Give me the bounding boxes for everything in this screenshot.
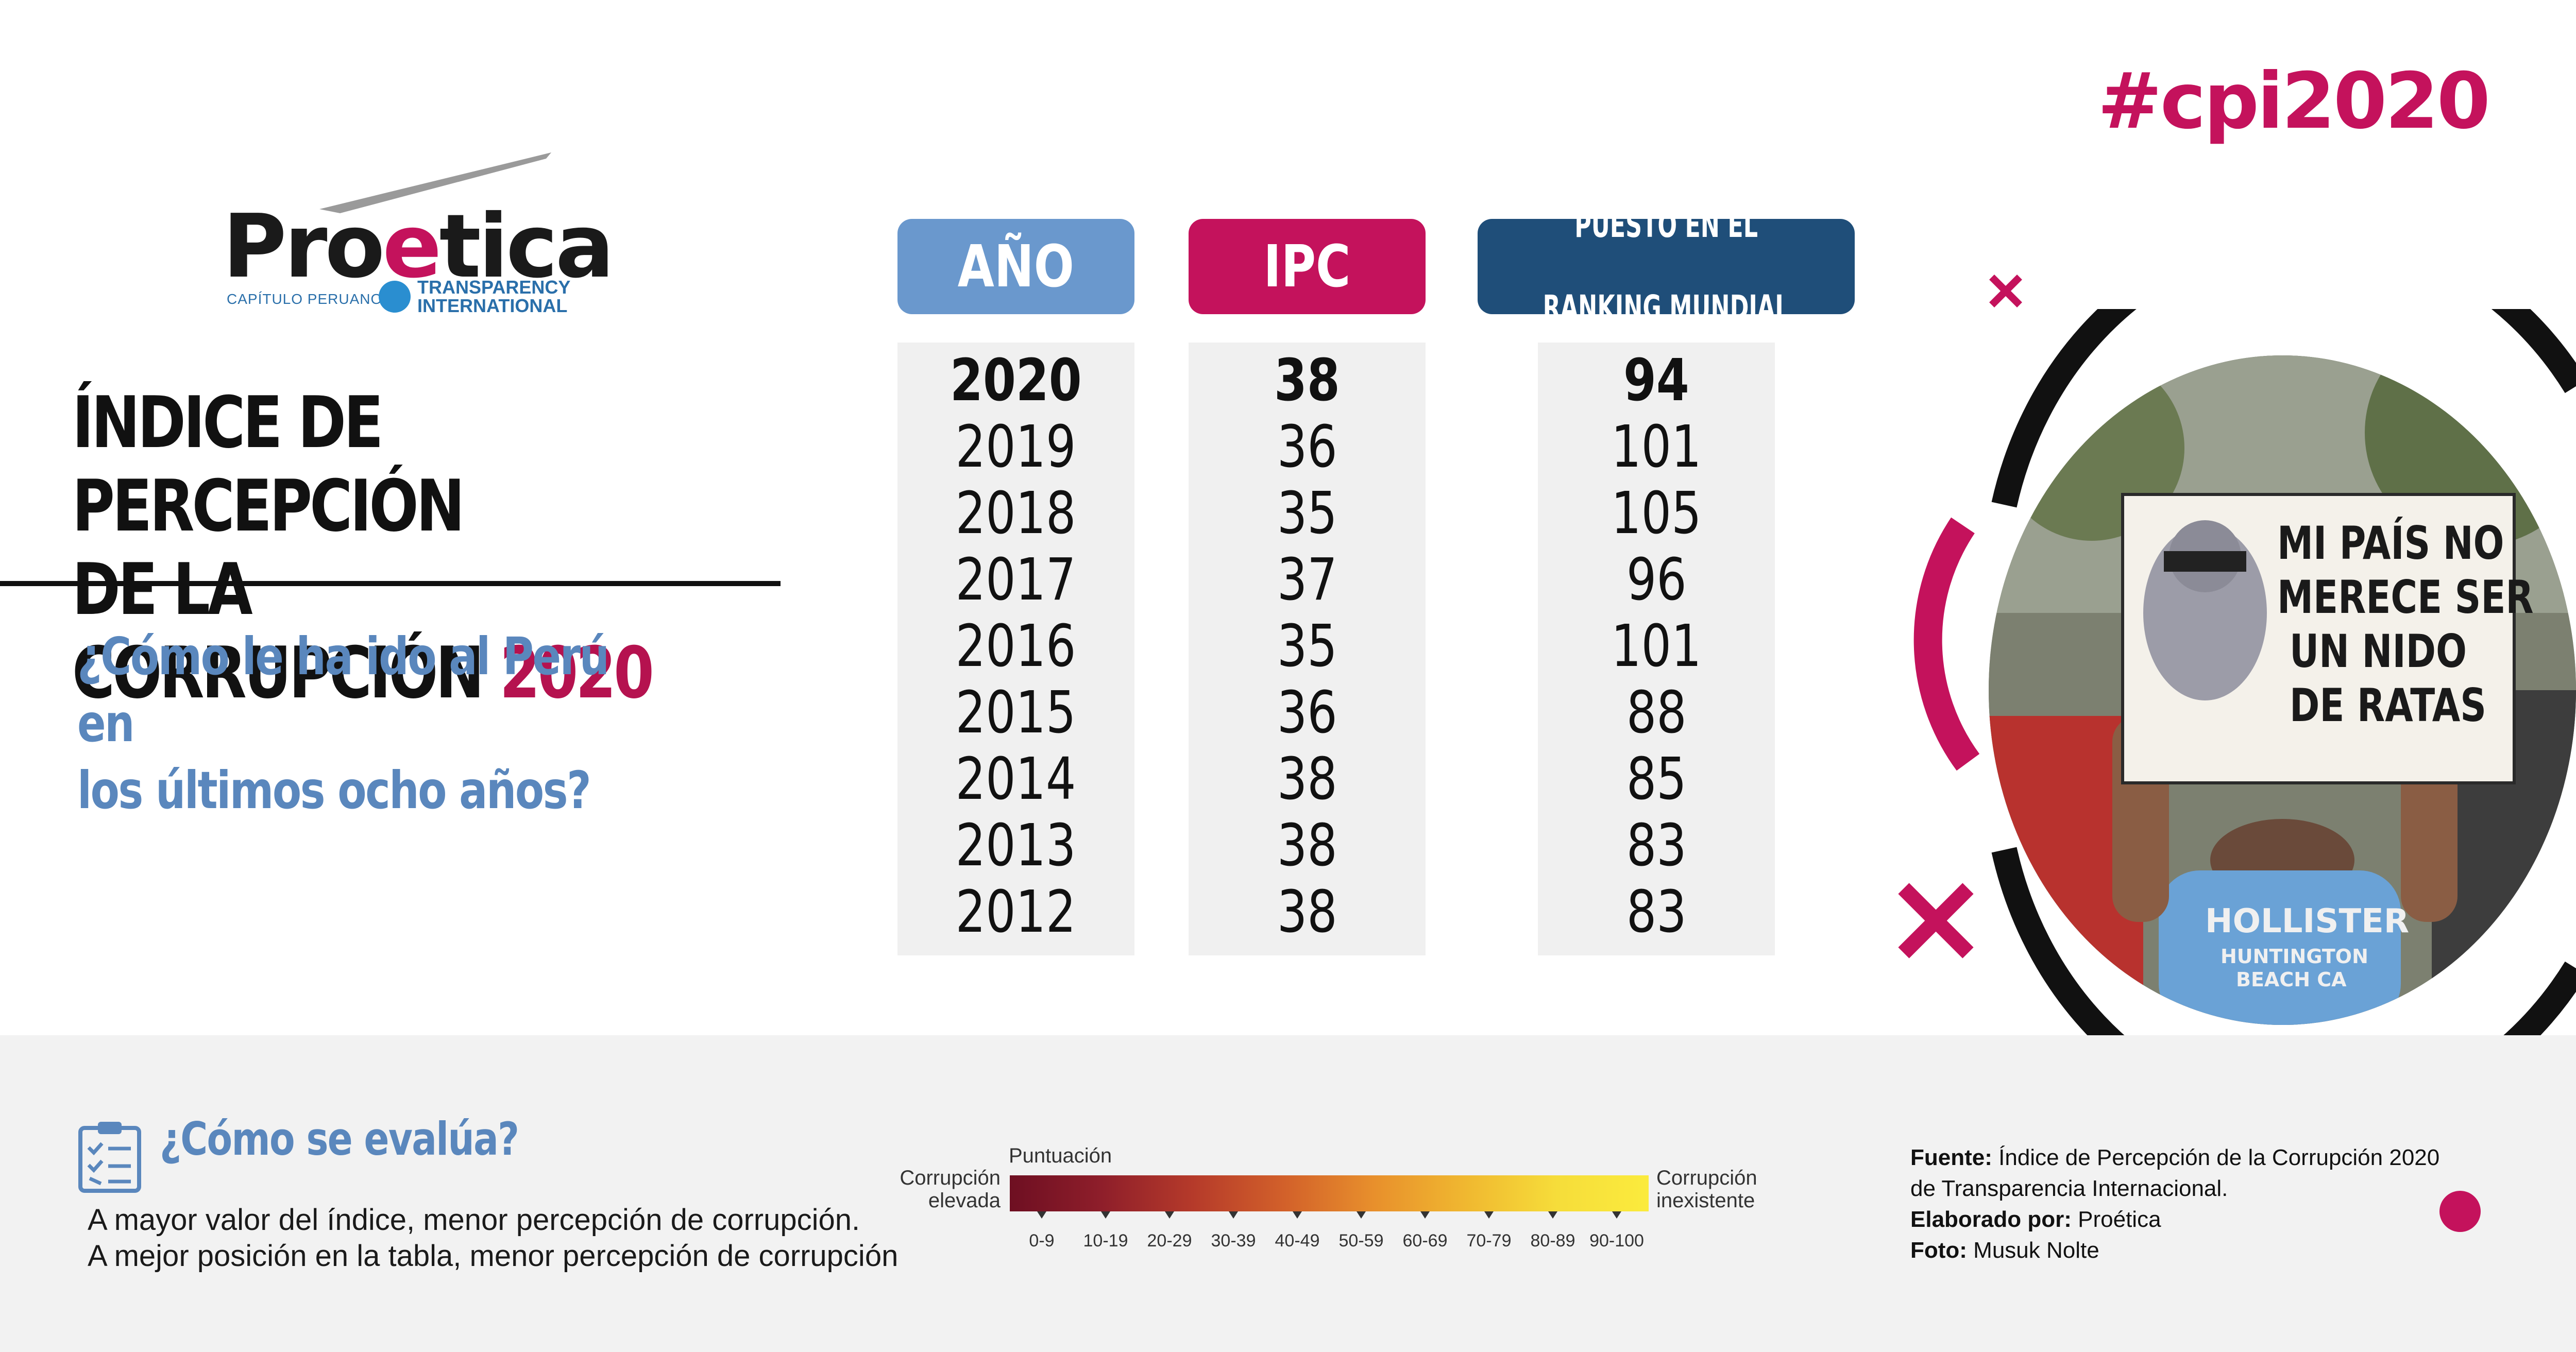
ti-globe-icon	[379, 281, 411, 313]
accent-dot	[2439, 1191, 2481, 1232]
source-credits: Fuente: Índice de Percepción de la Corru…	[1910, 1145, 2440, 1263]
title-year: 2020	[499, 631, 654, 714]
scale-left-label: Corrupción elevada	[900, 1167, 1001, 1212]
scale-ticks	[1010, 1211, 1649, 1227]
header-year: AÑO	[897, 219, 1134, 314]
tick-label: 40-49	[1275, 1231, 1320, 1251]
tick-mark	[1074, 1211, 1138, 1227]
tick-label: 10-19	[1083, 1231, 1128, 1251]
table-cell: 38	[1277, 812, 1337, 879]
scale-title: Puntuación	[1009, 1144, 1112, 1167]
table-cell: 2019	[956, 414, 1076, 481]
cross-icon	[1989, 275, 2022, 307]
scale-tick-labels: 0-9 10-19 20-29 30-39 40-49 50-59 60-69 …	[1010, 1231, 1649, 1251]
tick-mark	[1457, 1211, 1521, 1227]
cross-icon	[1898, 883, 1974, 959]
table-cell: 36	[1277, 679, 1337, 746]
table-cell: 35	[1277, 480, 1337, 547]
tick-mark	[1585, 1211, 1649, 1227]
ti-name: TRANSPARENCY INTERNATIONAL	[417, 277, 571, 316]
shirt-line-3: BEACH CA	[2236, 968, 2347, 991]
tick-label: 80-89	[1530, 1231, 1575, 1251]
table-cell: 83	[1626, 879, 1687, 946]
how-line-1: A mayor valor del índice, menor percepci…	[88, 1203, 860, 1237]
sign-line-2: MERECE SER	[2277, 571, 2534, 624]
table-cell: 2020	[950, 347, 1082, 414]
tick-label: 30-39	[1211, 1231, 1256, 1251]
table-cell: 38	[1274, 347, 1340, 414]
table-cell: 2017	[956, 546, 1076, 613]
table-cell: 101	[1611, 613, 1702, 680]
table-cell: 2012	[956, 879, 1076, 946]
sign-line-1: MI PAÍS NO	[2277, 516, 2504, 570]
magenta-arc	[1913, 517, 1980, 771]
tick-label: 60-69	[1402, 1231, 1448, 1251]
score-gradient-bar	[1010, 1175, 1649, 1211]
table-cell: 35	[1277, 613, 1337, 680]
column-ipc: 38 36 35 37 35 36 38 38 38	[1189, 343, 1426, 955]
how-title: ¿Cómo se evalúa?	[160, 1113, 519, 1166]
subtitle: ¿Cómo le ha ido al Perú en los últimos o…	[77, 626, 609, 820]
tick-label: 0-9	[1029, 1231, 1055, 1251]
tick-mark	[1138, 1211, 1201, 1227]
page-title: ÍNDICE DE PERCEPCIÓN DE LA CORRUPCIÓN 20…	[72, 381, 654, 714]
logo-subline: CAPÍTULO PERUANO DE	[227, 291, 408, 307]
column-rank: 94 101 105 96 101 88 85 83 83	[1538, 343, 1775, 955]
table-cell: 38	[1277, 746, 1337, 813]
table-cell: 36	[1277, 414, 1337, 481]
protest-photo-illustration: MI PAÍS NO MERECE SER UN NIDO DE RATAS H…	[1989, 355, 2576, 1025]
header-ipc: IPC	[1189, 219, 1426, 314]
sign-line-4: DE RATAS	[2290, 679, 2486, 732]
hashtag: #cpi2020	[2097, 57, 2490, 146]
table-cell: 2018	[956, 480, 1076, 547]
tick-mark	[1393, 1211, 1457, 1227]
table-cell: 2013	[956, 812, 1076, 879]
tick-label: 20-29	[1147, 1231, 1192, 1251]
column-year: 2020 2019 2018 2017 2016 2015 2014 2013 …	[897, 343, 1134, 955]
table-cell: 83	[1626, 812, 1687, 879]
table-cell: 2014	[956, 746, 1076, 813]
table-cell: 96	[1626, 546, 1687, 613]
protest-photo: MI PAÍS NO MERECE SER UN NIDO DE RATAS H…	[1989, 355, 2576, 1025]
logo-check-icon	[319, 152, 551, 213]
table-cell: 94	[1623, 347, 1689, 414]
tick-mark	[1010, 1211, 1074, 1227]
table-cell: 37	[1277, 546, 1337, 613]
tick-label: 90-100	[1589, 1231, 1644, 1251]
tick-label: 70-79	[1466, 1231, 1512, 1251]
shirt-line-2: HUNTINGTON	[2221, 945, 2368, 968]
scale-right-label: Corrupción inexistente	[1656, 1167, 1757, 1212]
header-rank: PUESTO EN EL RANKING MUNDIAL	[1478, 206, 1855, 328]
tick-label: 50-59	[1338, 1231, 1384, 1251]
table-cell: 105	[1611, 480, 1702, 547]
shirt-line-1: HOLLISTER	[2205, 902, 2409, 940]
table-cell: 38	[1277, 879, 1337, 946]
title-divider	[0, 581, 781, 586]
table-cell: 101	[1611, 414, 1702, 481]
checklist-icon	[78, 1122, 141, 1193]
proetica-logo: Proetica CAPÍTULO PERUANO DE TRANSPARENC…	[0, 0, 618, 340]
tick-mark	[1521, 1211, 1585, 1227]
table-cell: 85	[1626, 746, 1687, 813]
table-cell: 2015	[956, 679, 1076, 746]
black-ring	[1991, 309, 2576, 1046]
how-line-2: A mejor posición en la tabla, menor perc…	[88, 1239, 899, 1273]
tick-mark	[1329, 1211, 1393, 1227]
table-cell: 2016	[956, 613, 1076, 680]
logo-wordmark: Proetica	[223, 196, 615, 298]
sign-line-3: UN NIDO	[2290, 625, 2467, 678]
table-cell: 88	[1626, 679, 1687, 746]
tick-mark	[1265, 1211, 1329, 1227]
tick-mark	[1201, 1211, 1265, 1227]
